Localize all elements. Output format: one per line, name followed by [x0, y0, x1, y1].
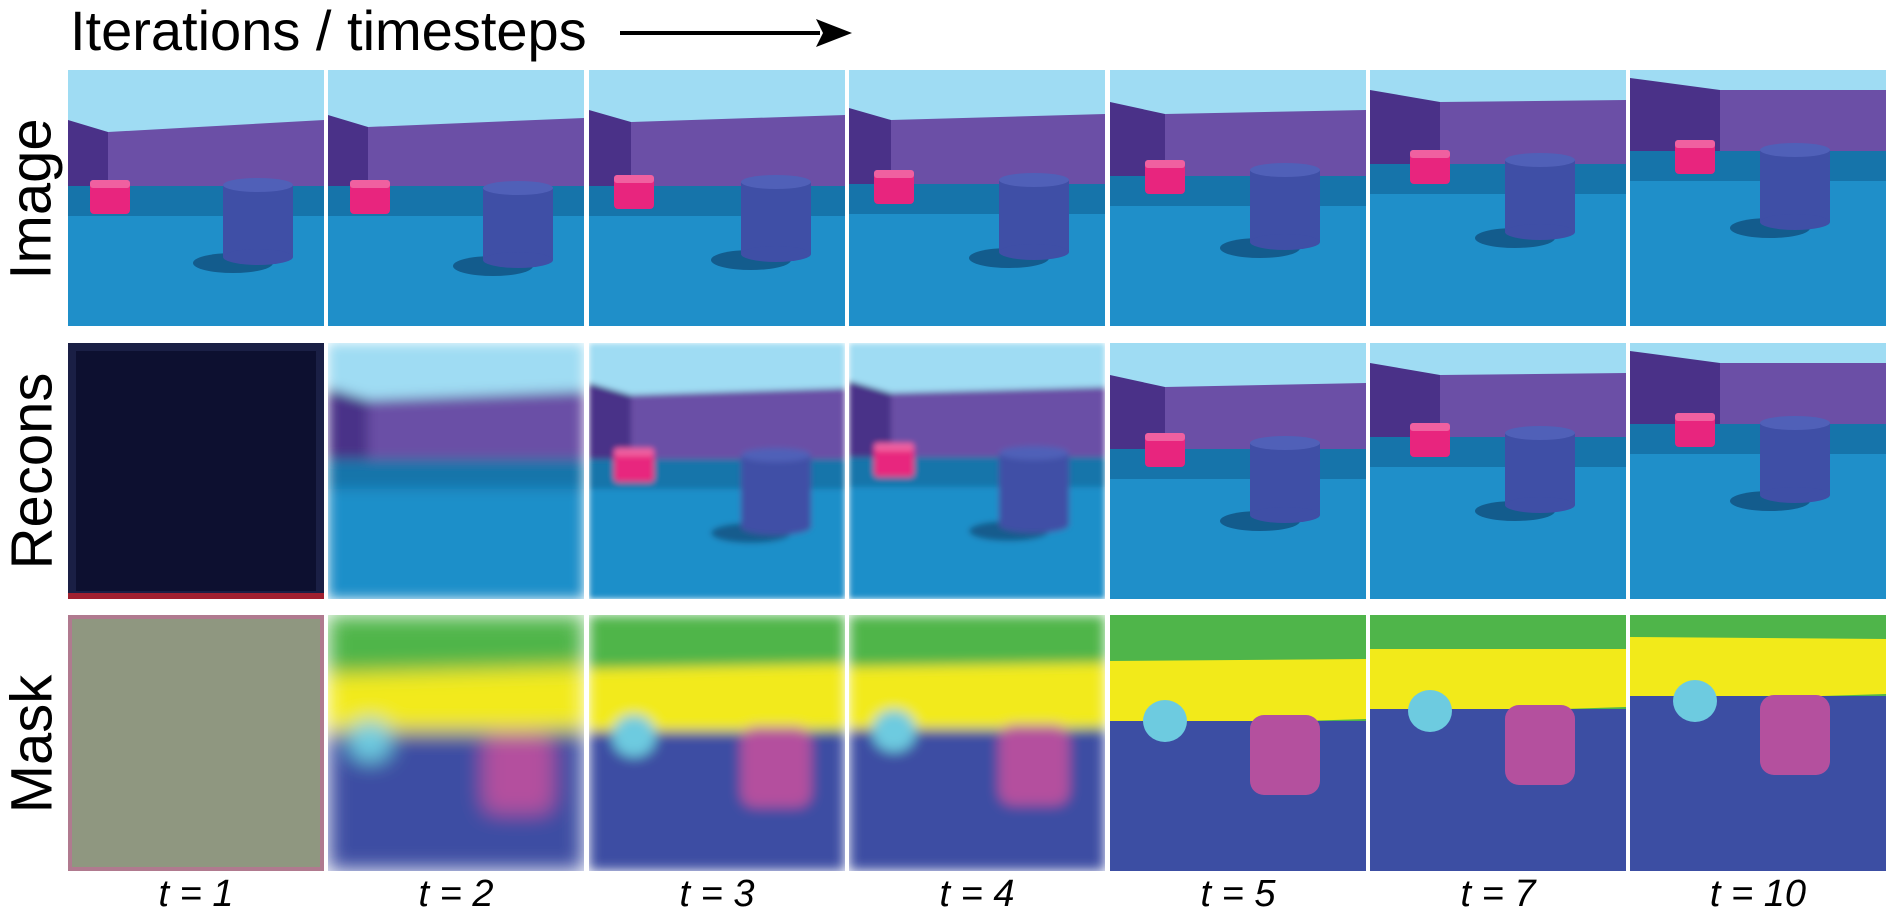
timestep-label: t = 7: [1460, 873, 1536, 915]
row-label-image: Image: [0, 118, 65, 280]
panel-image-6: [1370, 70, 1626, 326]
panel-image-4: [849, 70, 1105, 326]
right-arrow-icon: [620, 19, 852, 47]
panel-recons-1: [68, 343, 324, 599]
panel-image-1: [68, 70, 324, 326]
panel-mask-6: [1370, 615, 1626, 871]
panel-recons-6: [1370, 343, 1626, 599]
timestep-label: t = 1: [158, 873, 234, 915]
panel-recons-2: [328, 343, 584, 599]
header-title: Iterations / timesteps: [70, 0, 587, 62]
panel-mask-1: [68, 615, 324, 871]
panel-recons-4: [849, 343, 1105, 599]
panel-recons-3: [589, 343, 845, 599]
timestep-label: t = 4: [939, 873, 1015, 915]
panel-recons-7: [1630, 343, 1886, 599]
panel-image-5: [1110, 70, 1366, 326]
panel-recons-5: [1110, 343, 1366, 599]
panel-image-2: [328, 70, 584, 326]
timestep-label: t = 10: [1709, 873, 1807, 915]
panel-mask-5: [1110, 615, 1366, 871]
panel-mask-3: [589, 615, 845, 871]
panel-mask-2: [328, 615, 584, 871]
panel-image-7: [1630, 70, 1886, 326]
panel-mask-7: [1630, 615, 1886, 871]
timestep-label: t = 2: [418, 873, 494, 915]
row-label-mask: Mask: [0, 674, 65, 813]
timestep-label: t = 3: [679, 873, 755, 915]
panel-mask-4: [849, 615, 1105, 871]
panel-image-3: [589, 70, 845, 326]
row-label-recons: Recons: [0, 372, 64, 570]
timestep-label: t = 5: [1200, 873, 1276, 915]
